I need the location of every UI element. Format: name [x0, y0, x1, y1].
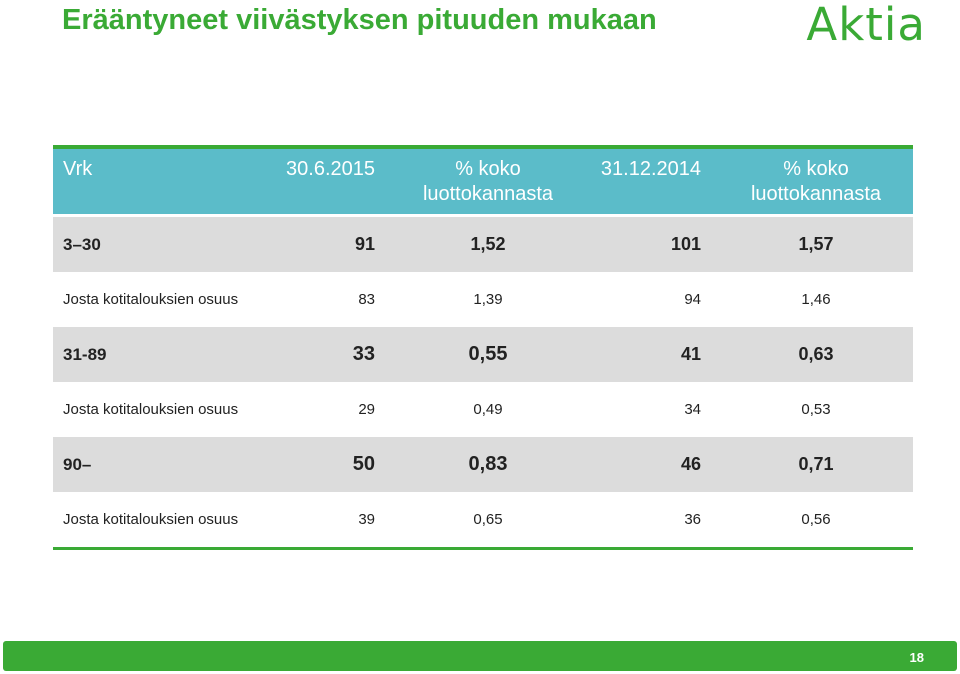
- page-number: 18: [909, 650, 924, 665]
- table-bottom-rule: [53, 547, 913, 550]
- row-label: 31-89: [63, 345, 107, 364]
- header-date-2015: 30.6.2015: [286, 158, 375, 180]
- table-row: Josta kotitalouksien osuus 83 1,39 94 1,…: [53, 272, 913, 327]
- row-label: 3–30: [63, 235, 101, 254]
- row-value-2015: 83: [358, 291, 375, 308]
- row-share-2015: 0,49: [473, 401, 503, 418]
- row-share-2014: 0,63: [798, 344, 834, 364]
- row-label: Josta kotitalouksien osuus: [63, 401, 239, 418]
- header-share-2014: % koko luottokannasta: [750, 158, 882, 205]
- row-share-2015: 0,83: [468, 453, 508, 475]
- header-share-2015: % koko luottokannasta: [422, 158, 554, 205]
- delinquency-table: Vrk 30.6.2015 % koko luottokannasta 31.1…: [53, 145, 913, 550]
- table-row: Josta kotitalouksien osuus 29 0,49 34 0,…: [53, 382, 913, 437]
- table-row: Josta kotitalouksien osuus 39 0,65 36 0,…: [53, 492, 913, 547]
- row-share-2014: 1,46: [801, 291, 831, 308]
- table-row: 3–30 91 1,52 101 1,57: [53, 217, 913, 272]
- row-share-2015: 0,55: [468, 343, 508, 365]
- row-value-2015: 33: [352, 343, 375, 365]
- footer-bar: [3, 641, 957, 671]
- page-title: Erääntyneet viivästyksen pituuden mukaan: [62, 4, 657, 36]
- table-row: 90– 50 0,83 46 0,71: [53, 437, 913, 492]
- row-share-2014: 0,71: [798, 454, 834, 474]
- row-label: 90–: [63, 455, 92, 474]
- row-value-2015: 39: [358, 511, 375, 528]
- aktia-logo: Aktia: [806, 0, 926, 51]
- row-share-2014: 1,57: [798, 234, 834, 254]
- row-value-2014: 36: [684, 511, 701, 528]
- table-top-rule: [53, 145, 913, 149]
- header-divider: [53, 214, 913, 217]
- table-header-row: Vrk 30.6.2015 % koko luottokannasta 31.1…: [53, 149, 913, 214]
- row-share-2014: 0,56: [801, 511, 831, 528]
- row-value-2014: 41: [680, 344, 701, 364]
- row-value-2014: 34: [684, 401, 701, 418]
- row-value-2014: 101: [670, 234, 701, 254]
- header-vrk: Vrk: [63, 158, 93, 180]
- row-share-2015: 1,52: [470, 234, 506, 254]
- row-value-2014: 46: [680, 454, 701, 474]
- row-value-2015: 50: [352, 453, 375, 475]
- row-value-2015: 29: [358, 401, 375, 418]
- row-share-2014: 0,53: [801, 401, 831, 418]
- row-value-2015: 91: [354, 234, 375, 254]
- row-label: Josta kotitalouksien osuus: [63, 291, 239, 308]
- header-date-2014: 31.12.2014: [600, 158, 701, 180]
- row-share-2015: 1,39: [473, 291, 503, 308]
- row-value-2014: 94: [684, 291, 701, 308]
- table-row: 31-89 33 0,55 41 0,63: [53, 327, 913, 382]
- row-share-2015: 0,65: [473, 511, 503, 528]
- row-label: Josta kotitalouksien osuus: [63, 511, 239, 528]
